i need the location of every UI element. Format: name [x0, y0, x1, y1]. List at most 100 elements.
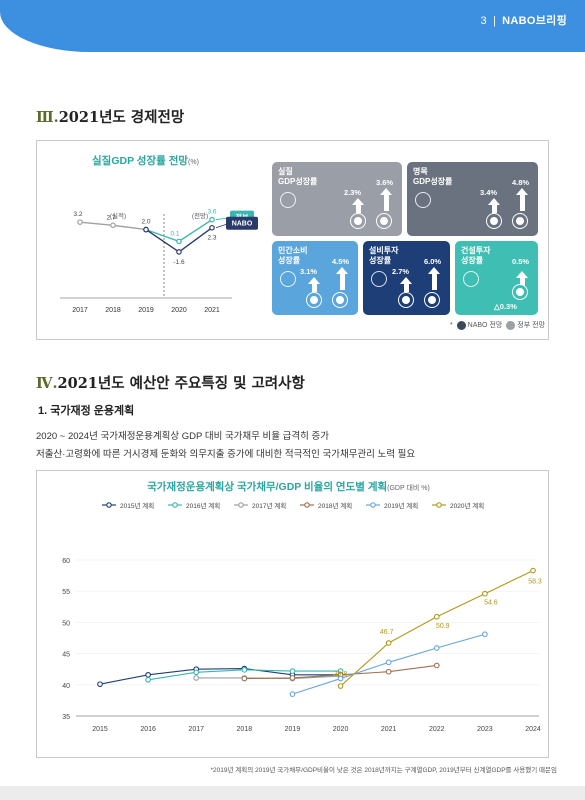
arrow-stem	[519, 195, 525, 211]
chart1-point	[176, 238, 182, 245]
tile-category-icon	[371, 271, 387, 287]
chart1-data-label: 3.6	[207, 209, 216, 216]
chart2-legend-label: 2017년 계획	[252, 501, 286, 510]
body-line-1: 2020 ~ 2024년 국가재정운용계획상 GDP 대비 국가채무 비율 급격…	[36, 431, 330, 442]
chart1-title: 실질GDP 성장률 전망(%)	[92, 153, 199, 168]
growth-tile: 실질 GDP성장률 2.3% 3.6%	[272, 162, 402, 236]
chart2-legend-label: 2016년 계획	[186, 501, 220, 510]
chart2-point	[289, 691, 296, 698]
chart1-title-text: 실질GDP 성장률 전망	[92, 155, 189, 167]
chart2-point	[241, 666, 248, 673]
chart2-legend-label: 2015년 계획	[120, 501, 154, 510]
chart1-unit: (%)	[188, 159, 199, 166]
section-title-text: 2021년도 예산안 주요특징 및 고려사항	[57, 375, 305, 392]
brand-name: NABO브리핑	[502, 15, 567, 27]
chart2-unit: (GDP 대비 %)	[387, 485, 430, 492]
tile-nabo-value: 3.4%	[480, 188, 498, 197]
chart2-point	[385, 640, 392, 646]
chart1-x-tick: 2020	[171, 307, 187, 314]
chart2-x-tick: 2019	[285, 726, 301, 733]
tile-category-icon	[280, 271, 296, 287]
forecaster-symbol-icon	[513, 285, 527, 299]
chart1-point	[209, 224, 215, 231]
chart2-legend-marker	[106, 502, 112, 508]
chart2-legend-marker	[370, 502, 376, 508]
chart1-point	[176, 249, 182, 255]
forecaster-symbol-icon	[351, 214, 365, 228]
chart2-legend-marker	[238, 502, 244, 508]
tile-category-icon	[415, 192, 431, 208]
tile-label: 실질 GDP성장률	[278, 167, 318, 186]
chart2-point	[482, 590, 488, 597]
legend-nabo: NABO 전망	[467, 322, 503, 329]
forecaster-symbol-icon	[307, 293, 321, 307]
arrow-stem	[383, 195, 389, 211]
arrow-stem	[311, 284, 317, 292]
forecaster-symbol-icon	[425, 293, 439, 307]
chart1-nabo-tag-text: NABO	[232, 221, 253, 228]
arrow-stem	[431, 274, 437, 290]
tile-gov-value: 4.8%	[512, 178, 530, 187]
chart2-x-tick: 2022	[429, 726, 445, 733]
tile-nabo-value: 2.7%	[392, 267, 410, 276]
up-arrow-icon	[352, 198, 364, 205]
chart2-y-tick: 35	[62, 714, 70, 721]
chart2-title: 국가재정운용계획상 국가채무/GDP 비율의 연도별 계획(GDP 대비 %)	[37, 479, 540, 494]
section-title-4: Ⅳ.2021년도 예산안 주요특징 및 고려사항	[36, 372, 305, 393]
nabo-symbol-icon	[456, 320, 466, 330]
tile-label: 민간소비 성장률	[278, 246, 308, 265]
chart2-y-tick: 40	[62, 683, 70, 690]
chart2-data-label: 54.6	[484, 600, 498, 607]
up-arrow-icon	[336, 267, 348, 274]
tile-label: 설비투자 성장률	[369, 246, 399, 265]
chart2-legend-marker	[172, 502, 178, 508]
arrow-stem	[339, 274, 345, 290]
chart2-svg: 2015년 계획 2016년 계획 2017년 계획 2018년 계획 2019년 계획…	[62, 501, 542, 733]
chart2-box: 국가재정운용계획상 국가채무/GDP 비율의 연도별 계획(GDP 대비 %)	[36, 470, 549, 758]
chart1-data-label: 3.2	[73, 211, 82, 218]
chart2-x-tick: 2015	[92, 726, 108, 733]
chart2-x-tick: 2017	[188, 726, 204, 733]
forecaster-symbol-icon	[513, 214, 527, 228]
growth-tile: 명목 GDP성장률 3.4% 4.8%	[407, 162, 538, 236]
chart2-point	[289, 668, 296, 674]
tile-gov-value: 4.5%	[332, 257, 350, 266]
chart2-data-label: 46.7	[380, 629, 394, 636]
chart1-data-label: 2.3	[207, 235, 216, 242]
arrow-stem	[519, 278, 525, 290]
subsection-title: 1. 국가재정 운용계획	[38, 405, 135, 417]
tile-label: 명목 GDP성장률	[413, 167, 453, 186]
section-title-text: 2021년도 경제전망	[58, 109, 185, 126]
chart2-point	[530, 567, 536, 574]
chart2-point	[433, 613, 440, 620]
tile-gov-value: 6.0%	[424, 257, 442, 266]
chart2-y-tick: 60	[62, 558, 70, 565]
growth-tile: 건설투자 성장률 △0.3% 0.5%	[455, 241, 538, 315]
arrow-stem	[355, 205, 361, 213]
legend-prefix: *	[449, 322, 453, 329]
bottom-band	[0, 786, 585, 800]
up-arrow-icon	[400, 277, 412, 284]
chart2-x-tick: 2021	[381, 726, 397, 733]
chart2-legend-label: 2019년 계획	[384, 501, 418, 510]
forecaster-symbol-icon	[377, 214, 391, 228]
chart1-x-tick: 2018	[105, 307, 121, 314]
chart2-point	[193, 675, 200, 681]
up-arrow-icon	[516, 271, 528, 278]
forecaster-symbol-icon	[333, 293, 347, 307]
chart1-x-tick: 2019	[138, 307, 154, 314]
tile-nabo-value: 2.3%	[344, 188, 362, 197]
chart2-series-line	[99, 668, 341, 685]
growth-tile: 설비투자 성장률 2.7% 6.0%	[363, 241, 450, 315]
chart2-x-tick: 2018	[237, 726, 253, 733]
tile-category-icon	[280, 192, 296, 208]
chart2-point	[145, 671, 151, 678]
chart1-data-label: -1.6	[173, 259, 185, 266]
up-arrow-icon	[308, 277, 320, 284]
chart1-legend: * NABO 전망 정부 전망	[450, 320, 545, 330]
chart2-point	[193, 669, 200, 676]
chart1-point	[209, 216, 215, 223]
chart2-y-tick: 50	[62, 620, 70, 627]
chart2-point	[385, 668, 392, 675]
forecaster-symbol-icon	[399, 293, 413, 307]
